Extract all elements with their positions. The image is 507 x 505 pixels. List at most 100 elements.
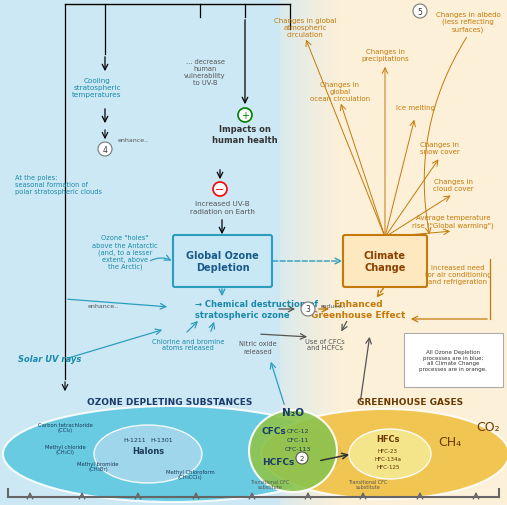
Text: Changes in albedo
(less reflecting
surfaces): Changes in albedo (less reflecting surfa… [436, 12, 500, 32]
Ellipse shape [249, 410, 337, 492]
Bar [325, 0, 326, 505]
Text: HCFCs: HCFCs [262, 458, 294, 467]
Text: H-1211: H-1211 [124, 438, 147, 442]
Text: Global Ozone
Depletion: Global Ozone Depletion [186, 250, 259, 272]
Bar [286, 0, 287, 505]
Bar [301, 0, 302, 505]
Bar [313, 0, 314, 505]
Bar [280, 0, 281, 505]
Bar [305, 0, 306, 505]
Text: Chlorine and bromine
atoms released: Chlorine and bromine atoms released [152, 338, 224, 351]
Text: HFC-23: HFC-23 [378, 448, 398, 453]
Text: Changes in global
atmospheric
circulation: Changes in global atmospheric circulatio… [274, 18, 336, 38]
Text: Changes in
cloud cover: Changes in cloud cover [432, 178, 474, 191]
Bar [283, 0, 284, 505]
Bar [295, 0, 296, 505]
Text: Methyl Chloroform
(CH₃CCl₃): Methyl Chloroform (CH₃CCl₃) [166, 469, 214, 479]
Bar [311, 0, 312, 505]
Circle shape [213, 183, 227, 196]
Bar [322, 0, 323, 505]
Bar [315, 0, 316, 505]
Text: enhance..: enhance.. [118, 137, 149, 142]
Text: At the poles:
seasonal formation of
polar stratospheric clouds: At the poles: seasonal formation of pola… [15, 175, 102, 194]
Text: Halons: Halons [132, 446, 164, 456]
Text: Transitional CFC
substitute: Transitional CFC substitute [348, 479, 388, 489]
Bar [335, 0, 336, 505]
Text: ... decrease
human
vulnerability
to UV-B: ... decrease human vulnerability to UV-B [184, 59, 226, 85]
Bar [333, 0, 334, 505]
Bar [321, 0, 322, 505]
Circle shape [238, 109, 252, 123]
Text: Methyl chloride
(CH₃Cl): Methyl chloride (CH₃Cl) [45, 444, 85, 454]
Bar [309, 0, 310, 505]
Bar [323, 0, 324, 505]
Bar [337, 0, 338, 505]
Bar [293, 0, 294, 505]
Bar [290, 0, 291, 505]
Bar [324, 0, 325, 505]
Bar [296, 0, 297, 505]
Bar [299, 0, 300, 505]
Circle shape [296, 452, 308, 464]
Text: reduce..: reduce.. [320, 304, 346, 309]
Ellipse shape [94, 425, 202, 483]
FancyBboxPatch shape [173, 235, 272, 287]
Ellipse shape [3, 406, 343, 502]
Bar [318, 0, 319, 505]
Bar [310, 0, 311, 505]
Text: CFC-11: CFC-11 [287, 438, 309, 442]
Bar [317, 0, 318, 505]
Text: Average temperature
rise ("Global warming"): Average temperature rise ("Global warmin… [412, 215, 494, 228]
Text: Enhanced
Greenhouse Effect: Enhanced Greenhouse Effect [311, 299, 405, 319]
Text: 5: 5 [418, 8, 422, 17]
Bar [320, 0, 321, 505]
Text: Ozone "holes"
above the Antarctic
(and, to a lesser
extent, above
the Arctic): Ozone "holes" above the Antarctic (and, … [92, 235, 158, 270]
Text: CFC-113: CFC-113 [285, 446, 311, 451]
Bar [338, 0, 339, 505]
Text: Changes in
precipitations: Changes in precipitations [361, 48, 409, 62]
Bar [334, 0, 335, 505]
Ellipse shape [261, 409, 507, 499]
Bar [294, 0, 295, 505]
Bar [291, 0, 292, 505]
Text: Cooling
stratospheric
temperatures: Cooling stratospheric temperatures [73, 78, 122, 98]
Text: Increased need
for air conditioning
and refrigeration: Increased need for air conditioning and … [425, 265, 491, 284]
Bar [339, 0, 340, 505]
Text: Changes in
global
ocean circulation: Changes in global ocean circulation [310, 82, 370, 102]
Text: H-1301: H-1301 [151, 438, 173, 442]
Text: OZONE DEPLETING SUBSTANCES: OZONE DEPLETING SUBSTANCES [87, 398, 252, 407]
Text: CH₄: CH₄ [439, 436, 461, 448]
Bar [328, 0, 329, 505]
Bar [297, 0, 298, 505]
Text: Solar UV rays: Solar UV rays [18, 355, 82, 364]
Text: CO₂: CO₂ [476, 421, 500, 434]
Bar [326, 0, 327, 505]
Bar [289, 0, 290, 505]
Text: GREENHOUSE GASES: GREENHOUSE GASES [357, 398, 463, 407]
Bar [292, 0, 293, 505]
Bar [332, 0, 333, 505]
Bar [314, 0, 315, 505]
Bar [329, 0, 330, 505]
Text: Methyl bromide
(CH₃Br): Methyl bromide (CH₃Br) [77, 461, 119, 472]
Bar [302, 0, 303, 505]
Text: → Chemical destruction of
stratospheric ozone: → Chemical destruction of stratospheric … [195, 299, 318, 319]
Text: Carbon tetrachloride
(CCl₄): Carbon tetrachloride (CCl₄) [38, 422, 92, 433]
Bar [319, 0, 320, 505]
Text: HFC-134a: HFC-134a [375, 457, 402, 462]
Text: −: − [215, 185, 225, 194]
Text: 4: 4 [102, 145, 107, 154]
Text: Ice melting: Ice melting [395, 105, 434, 111]
Bar [336, 0, 337, 505]
Text: 2: 2 [300, 455, 304, 461]
Bar [312, 0, 313, 505]
Text: Nitric oxide
released: Nitric oxide released [239, 341, 277, 354]
Text: HFCs: HFCs [376, 435, 400, 443]
Circle shape [413, 5, 427, 19]
Bar [0, 0, 310, 505]
Text: +: + [241, 111, 249, 121]
Bar [280, 0, 507, 505]
Text: HFC-125: HFC-125 [376, 465, 400, 470]
Bar [330, 0, 331, 505]
Text: All Ozone Depletion
processes are in blue;
all Climate Change
processes are in o: All Ozone Depletion processes are in blu… [419, 349, 487, 372]
